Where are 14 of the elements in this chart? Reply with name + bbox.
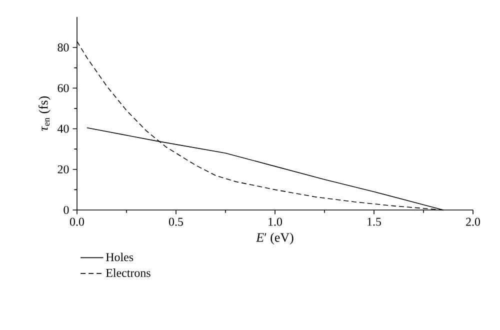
y-tick-label: 40 xyxy=(58,124,69,133)
y-tick-label: 20 xyxy=(58,165,69,174)
x-tick-label: 1.0 xyxy=(268,218,282,226)
legend-label: Electrons xyxy=(106,268,150,277)
x-tick-label: 1.5 xyxy=(368,218,382,226)
y-tick-label: 80 xyxy=(58,43,69,52)
x-tick-label: 0.0 xyxy=(70,218,84,226)
x-tick-label: 2.0 xyxy=(466,218,480,226)
x-tick-label: 0.5 xyxy=(168,218,184,226)
x-axis-title: E′ (eV) xyxy=(256,232,294,244)
y-tick-label: 60 xyxy=(58,84,69,92)
y-tick-label: 0 xyxy=(64,206,69,214)
legend-label: Holes xyxy=(106,252,134,262)
y-axis-title: τ$_{en}$ (fs) xyxy=(38,96,50,131)
